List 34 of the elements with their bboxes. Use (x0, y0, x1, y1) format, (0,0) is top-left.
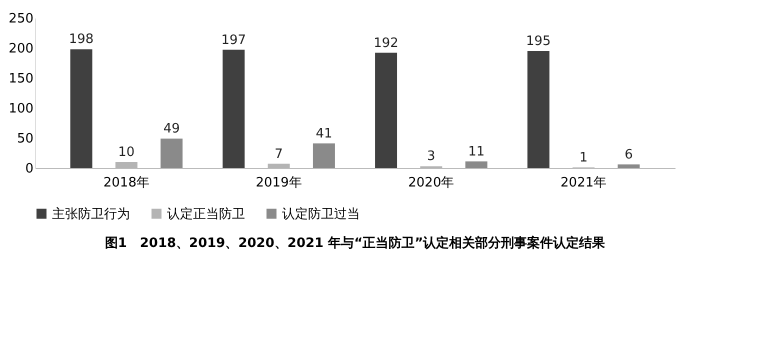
legend-label: 认定正当防卫 (167, 206, 245, 222)
data-label: 3 (427, 149, 436, 164)
legend-label: 主张防卫行为 (52, 206, 130, 222)
y-tick-label: 100 (8, 102, 34, 116)
x-tick-label: 2020年 (408, 176, 454, 190)
bar (527, 51, 550, 168)
x-tick-label: 2019年 (256, 176, 302, 190)
y-tick-label: 200 (8, 42, 34, 56)
y-tick-label: 50 (16, 132, 34, 146)
y-tick-label: 0 (25, 162, 34, 176)
x-tick-label: 2018年 (103, 176, 150, 190)
bar (222, 50, 245, 168)
legend-label: 认定防卫过当 (282, 206, 360, 222)
data-label: 11 (468, 144, 485, 160)
data-label: 41 (316, 126, 332, 142)
bar (465, 161, 488, 168)
data-label: 195 (526, 34, 551, 49)
bar (312, 143, 335, 168)
data-label: 192 (374, 36, 398, 51)
text: 图1 2018、2019、2020、2021 年与“正当防卫”认定相关部分刑事案件认定结果 (104, 235, 606, 251)
data-label: 7 (274, 146, 283, 162)
bar (618, 164, 640, 168)
data-label: 198 (68, 32, 94, 48)
x-tick-label: 2021年 (560, 176, 607, 190)
bar (160, 138, 183, 168)
data-label: 197 (221, 32, 246, 48)
data-label: 10 (118, 145, 135, 160)
y-tick-label: 250 (8, 12, 34, 26)
bar (70, 49, 92, 168)
data-label: 6 (624, 147, 633, 162)
y-tick-label: 150 (8, 72, 34, 86)
data-label: 1 (579, 150, 588, 166)
data-label: 49 (163, 122, 180, 137)
bar (375, 52, 398, 168)
